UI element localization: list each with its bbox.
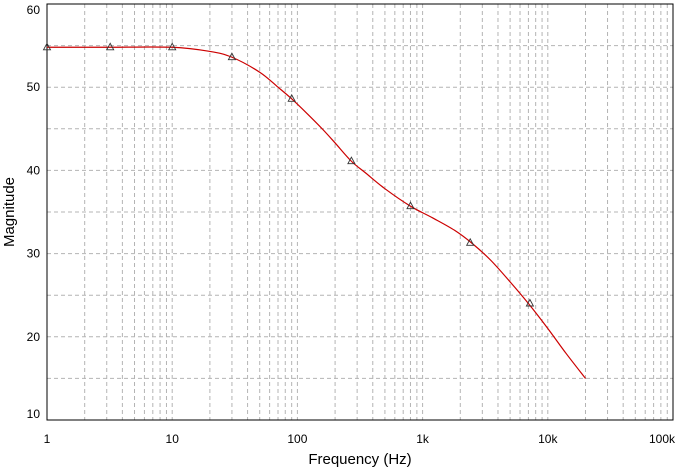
data-point-marker: [227, 52, 237, 61]
magnitude-series-line: [47, 46, 586, 379]
x-tick-label: 1: [44, 432, 51, 446]
data-point-marker: [105, 42, 115, 51]
y-tick-label: 20: [27, 330, 41, 344]
y-tick-label: 40: [27, 163, 41, 177]
minor-horizontal-gridlines: [47, 45, 673, 379]
x-axis-tick-labels: 1 10 100 1k 10k 100k: [44, 432, 676, 446]
data-point-marker: [465, 237, 475, 246]
y-tick-label: 50: [27, 80, 41, 94]
x-tick-label: 1k: [416, 432, 430, 446]
data-point-marker: [347, 156, 356, 165]
x-axis-title: Frequency (Hz): [308, 451, 411, 468]
y-tick-label: 10: [27, 407, 41, 421]
data-point-marker: [167, 42, 177, 51]
x-tick-label: 10k: [538, 432, 558, 446]
y-tick-label: 30: [27, 247, 41, 261]
y-tick-label: 60: [27, 3, 41, 17]
data-point-marker: [525, 298, 535, 307]
y-axis-title: Magnitude: [1, 177, 18, 247]
x-tick-label: 100: [287, 432, 307, 446]
data-point-marker: [42, 42, 52, 51]
data-point-marker: [287, 93, 296, 102]
series-markers: [42, 42, 535, 307]
x-tick-label: 100k: [649, 432, 676, 446]
x-tick-label: 10: [166, 432, 180, 446]
data-point-marker: [406, 201, 415, 210]
plot-area-frame: [46, 3, 674, 421]
minor-vertical-gridlines: [84, 4, 668, 420]
y-axis-tick-labels: 10 20 30 40 50 60: [27, 3, 41, 421]
